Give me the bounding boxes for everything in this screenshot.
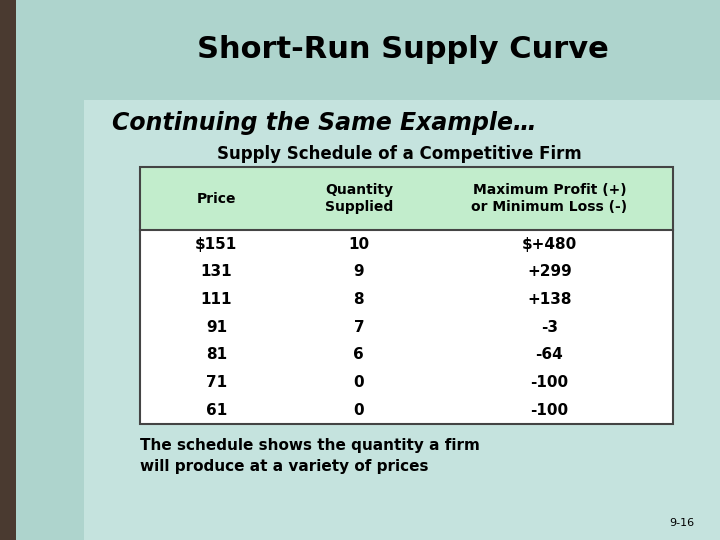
Text: -64: -64	[536, 347, 563, 362]
Text: Supply Schedule of a Competitive Firm: Supply Schedule of a Competitive Firm	[217, 145, 582, 163]
Text: Quantity
Supplied: Quantity Supplied	[325, 183, 393, 214]
Text: 81: 81	[206, 347, 227, 362]
Text: -3: -3	[541, 320, 558, 335]
Text: $+480: $+480	[522, 237, 577, 252]
Text: 111: 111	[201, 292, 232, 307]
Text: 7: 7	[354, 320, 364, 335]
Text: 61: 61	[206, 402, 227, 417]
Text: Price: Price	[197, 192, 236, 206]
Text: Short-Run Supply Curve: Short-Run Supply Curve	[197, 35, 609, 64]
Text: -100: -100	[530, 375, 568, 390]
Text: 6: 6	[354, 347, 364, 362]
Text: 0: 0	[354, 402, 364, 417]
Text: 91: 91	[206, 320, 227, 335]
Text: The schedule shows the quantity a firm
will produce at a variety of prices: The schedule shows the quantity a firm w…	[140, 438, 480, 474]
Text: $151: $151	[195, 237, 238, 252]
Text: 71: 71	[206, 375, 227, 390]
Text: Maximum Profit (+)
or Minimum Loss (-): Maximum Profit (+) or Minimum Loss (-)	[472, 183, 627, 214]
Text: 0: 0	[354, 375, 364, 390]
Text: +299: +299	[527, 264, 572, 279]
Text: 10: 10	[348, 237, 369, 252]
Text: +138: +138	[527, 292, 572, 307]
Text: 9-16: 9-16	[670, 518, 695, 528]
Text: 9: 9	[354, 264, 364, 279]
Text: 131: 131	[200, 264, 232, 279]
Text: -100: -100	[530, 402, 568, 417]
Text: Continuing the Same Example…: Continuing the Same Example…	[112, 111, 536, 135]
Text: 8: 8	[354, 292, 364, 307]
